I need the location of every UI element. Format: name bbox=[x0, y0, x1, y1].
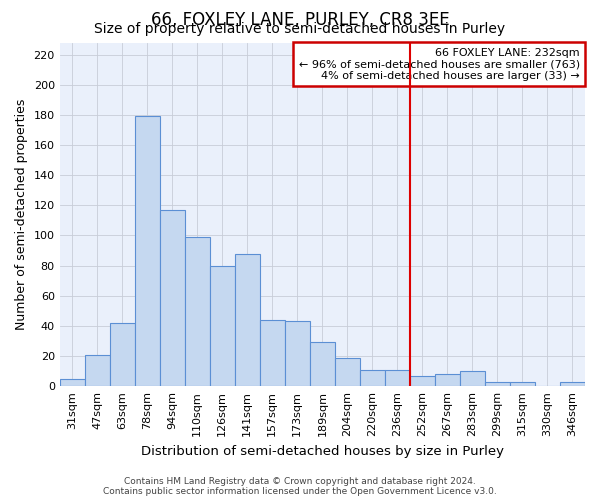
Bar bbox=[435, 374, 460, 386]
Bar bbox=[560, 382, 585, 386]
X-axis label: Distribution of semi-detached houses by size in Purley: Distribution of semi-detached houses by … bbox=[141, 444, 504, 458]
Bar bbox=[360, 370, 385, 386]
Bar bbox=[410, 376, 435, 386]
Bar bbox=[460, 371, 485, 386]
Bar bbox=[260, 320, 285, 386]
Bar bbox=[185, 237, 210, 386]
Bar bbox=[235, 254, 260, 386]
Text: Size of property relative to semi-detached houses in Purley: Size of property relative to semi-detach… bbox=[94, 22, 506, 36]
Bar bbox=[485, 382, 510, 386]
Text: 66, FOXLEY LANE, PURLEY, CR8 3EE: 66, FOXLEY LANE, PURLEY, CR8 3EE bbox=[151, 11, 449, 29]
Bar bbox=[385, 370, 410, 386]
Bar bbox=[85, 354, 110, 386]
Bar bbox=[135, 116, 160, 386]
Y-axis label: Number of semi-detached properties: Number of semi-detached properties bbox=[15, 98, 28, 330]
Bar bbox=[310, 342, 335, 386]
Bar bbox=[110, 323, 135, 386]
Bar bbox=[510, 382, 535, 386]
Bar bbox=[160, 210, 185, 386]
Bar bbox=[285, 322, 310, 386]
Bar bbox=[59, 378, 85, 386]
Text: Contains HM Land Registry data © Crown copyright and database right 2024.
Contai: Contains HM Land Registry data © Crown c… bbox=[103, 476, 497, 496]
Bar bbox=[335, 358, 360, 386]
Text: 66 FOXLEY LANE: 232sqm
← 96% of semi-detached houses are smaller (763)
4% of sem: 66 FOXLEY LANE: 232sqm ← 96% of semi-det… bbox=[299, 48, 580, 81]
Bar bbox=[210, 266, 235, 386]
